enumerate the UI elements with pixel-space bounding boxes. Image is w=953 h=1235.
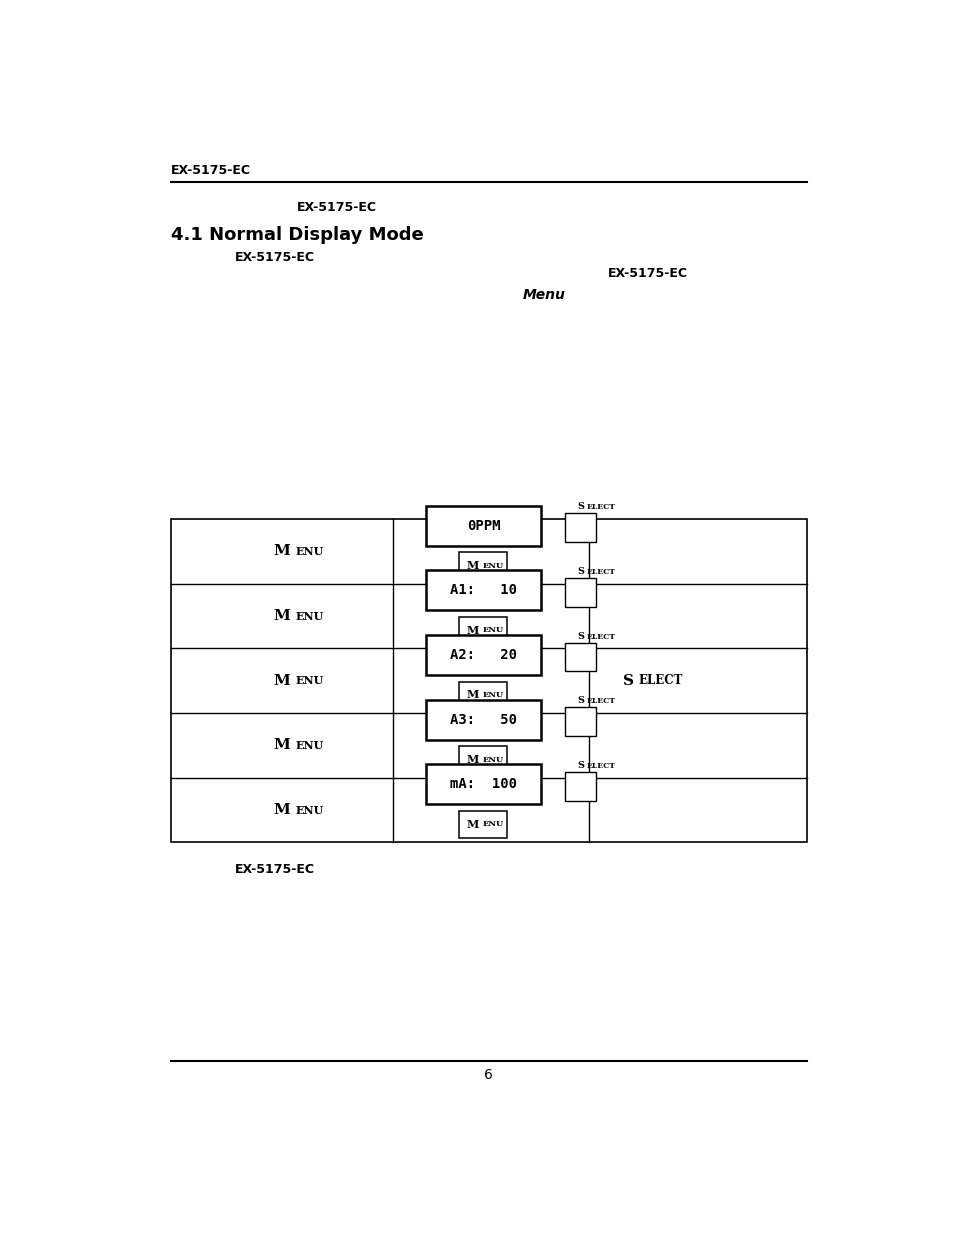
FancyBboxPatch shape — [459, 682, 507, 709]
Text: S: S — [577, 567, 583, 576]
Text: S: S — [577, 503, 583, 511]
Text: ELECT: ELECT — [586, 762, 615, 771]
Text: S: S — [577, 697, 583, 705]
Text: M: M — [466, 625, 478, 636]
Text: A1:   10: A1: 10 — [450, 583, 517, 598]
Text: ELECT: ELECT — [586, 698, 615, 705]
FancyBboxPatch shape — [459, 746, 507, 773]
Text: M: M — [274, 803, 290, 818]
Text: ENU: ENU — [294, 546, 323, 557]
Text: ELECT: ELECT — [586, 568, 615, 576]
FancyBboxPatch shape — [426, 506, 540, 546]
Text: Menu: Menu — [522, 288, 565, 303]
Text: ENU: ENU — [294, 740, 323, 751]
Text: ENU: ENU — [482, 626, 503, 635]
Text: ENU: ENU — [482, 562, 503, 569]
FancyBboxPatch shape — [564, 708, 596, 736]
Text: ENU: ENU — [482, 756, 503, 763]
Text: ENU: ENU — [482, 820, 503, 829]
Text: ENU: ENU — [294, 610, 323, 621]
FancyBboxPatch shape — [564, 578, 596, 606]
FancyBboxPatch shape — [426, 635, 540, 676]
Text: EX-5175-EC: EX-5175-EC — [607, 267, 687, 280]
FancyBboxPatch shape — [564, 642, 596, 672]
Text: M: M — [466, 561, 478, 571]
Text: EX-5175-EC: EX-5175-EC — [297, 200, 377, 214]
Text: A3:   50: A3: 50 — [450, 713, 517, 726]
Text: M: M — [274, 739, 290, 752]
Text: ELECT: ELECT — [586, 504, 615, 511]
FancyBboxPatch shape — [426, 764, 540, 804]
Text: ELECT: ELECT — [638, 674, 682, 687]
Text: M: M — [274, 545, 290, 558]
FancyBboxPatch shape — [426, 571, 540, 610]
Text: ENU: ENU — [294, 804, 323, 815]
FancyBboxPatch shape — [459, 811, 507, 837]
Text: 6: 6 — [484, 1068, 493, 1082]
Text: S: S — [623, 674, 634, 688]
Text: S: S — [577, 632, 583, 641]
FancyBboxPatch shape — [171, 519, 806, 842]
Text: EX-5175-EC: EX-5175-EC — [234, 251, 314, 264]
Text: EX-5175-EC: EX-5175-EC — [171, 164, 251, 177]
Text: ELECT: ELECT — [586, 632, 615, 641]
Text: M: M — [466, 819, 478, 830]
Text: S: S — [577, 761, 583, 771]
FancyBboxPatch shape — [564, 514, 596, 542]
Text: A2:   20: A2: 20 — [450, 648, 517, 662]
Text: EX-5175-EC: EX-5175-EC — [234, 863, 314, 877]
FancyBboxPatch shape — [426, 700, 540, 740]
FancyBboxPatch shape — [459, 618, 507, 643]
Text: ENU: ENU — [294, 676, 323, 687]
Text: ENU: ENU — [482, 692, 503, 699]
Text: 4.1 Normal Display Mode: 4.1 Normal Display Mode — [171, 226, 423, 245]
Text: M: M — [466, 689, 478, 700]
FancyBboxPatch shape — [564, 772, 596, 800]
Text: 0PPM: 0PPM — [466, 519, 499, 532]
Text: M: M — [466, 755, 478, 766]
FancyBboxPatch shape — [459, 552, 507, 579]
Text: M: M — [274, 609, 290, 624]
Text: M: M — [274, 674, 290, 688]
Text: mA:  100: mA: 100 — [450, 777, 517, 792]
